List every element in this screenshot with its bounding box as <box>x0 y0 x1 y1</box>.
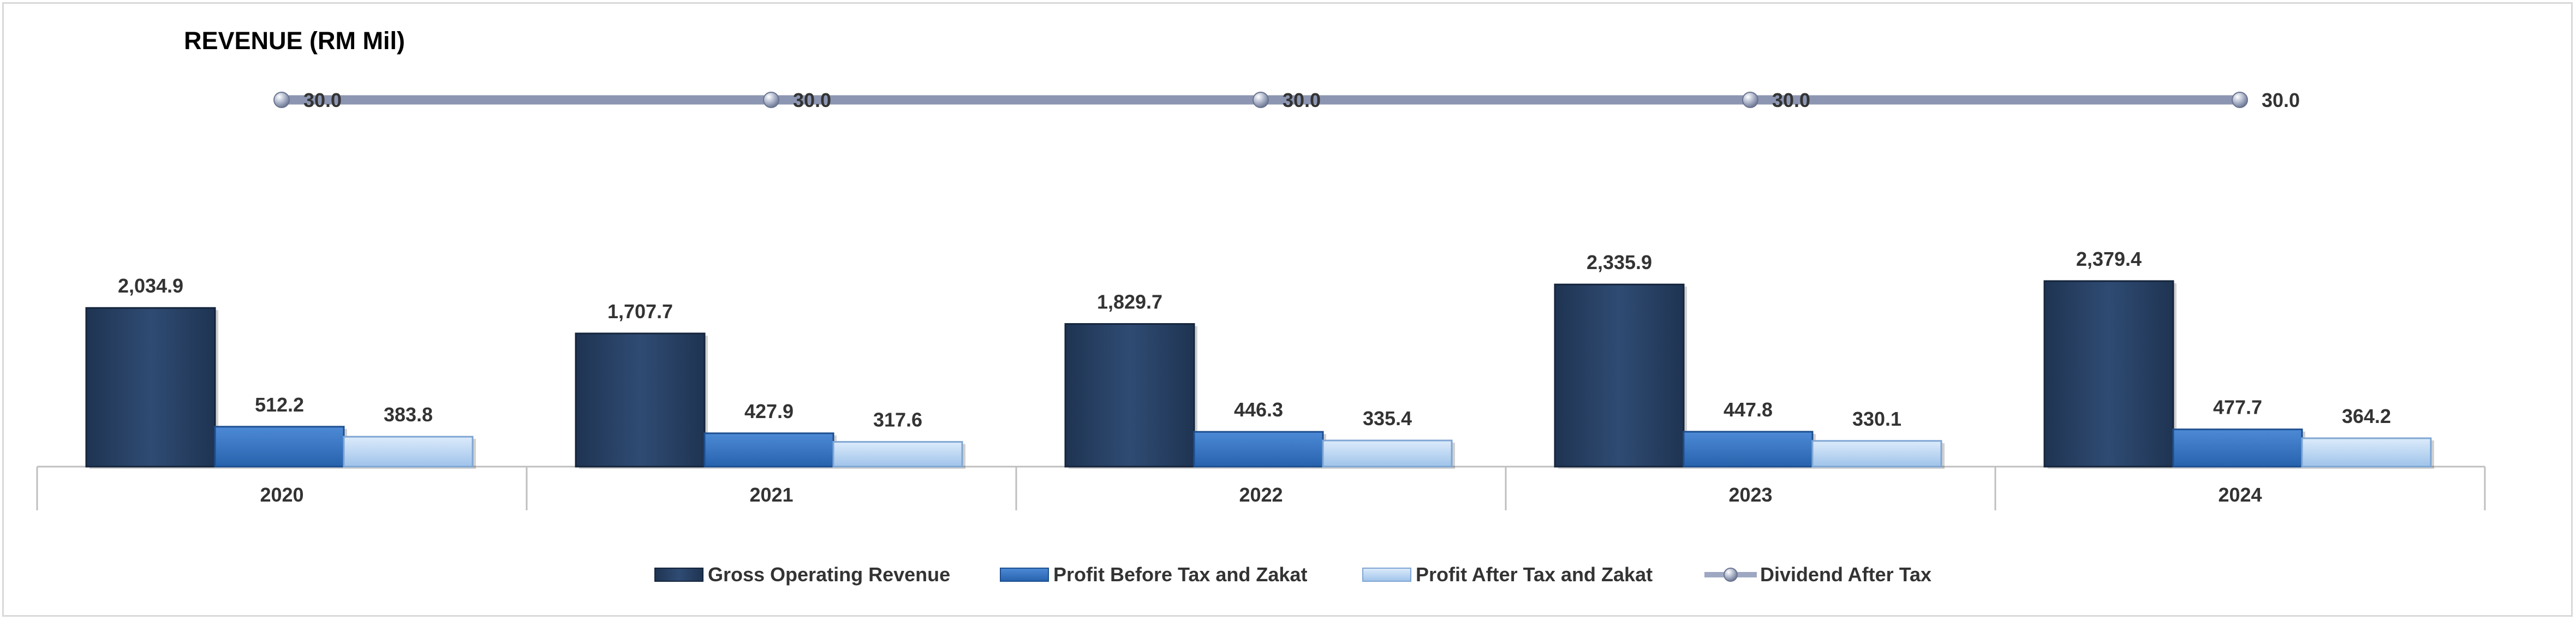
data-label-profit-before-tax-and-zakat: 447.8 <box>1724 398 1773 421</box>
bar-profit-before-tax-and-zakat <box>1193 431 1324 468</box>
category-label: 2022 <box>1239 484 1283 506</box>
chart-title: REVENUE (RM Mil) <box>184 27 405 55</box>
data-label-profit-before-tax-and-zakat: 477.7 <box>2213 396 2262 419</box>
legend-item-gross-operating-revenue: Gross Operating Revenue <box>654 563 950 586</box>
dividend-point <box>2232 92 2248 108</box>
legend-label: Gross Operating Revenue <box>708 563 950 586</box>
legend-item-dividend-after-tax: Dividend After Tax <box>1704 563 1931 586</box>
bar-profit-after-tax-and-zakat <box>1322 439 1453 468</box>
data-label-profit-after-tax-and-zakat: 330.1 <box>1852 408 1901 430</box>
bar-profit-after-tax-and-zakat <box>2301 437 2432 468</box>
bar-profit-after-tax-and-zakat <box>832 441 963 468</box>
data-label-profit-after-tax-and-zakat: 364.2 <box>2342 405 2391 427</box>
dividend-point <box>273 92 290 108</box>
dividend-point <box>1742 92 1758 108</box>
data-label-gross-operating-revenue: 1,829.7 <box>1097 291 1162 313</box>
dividend-line-layer: 30.0 30.0 30.0 30.0 30.0 <box>273 89 2300 111</box>
legend-marker <box>1724 568 1738 582</box>
bar-profit-after-tax-and-zakat <box>1811 440 1942 468</box>
category-label: 2023 <box>1728 484 1772 506</box>
data-label-profit-before-tax-and-zakat: 512.2 <box>255 394 304 416</box>
data-label-profit-after-tax-and-zakat: 335.4 <box>1363 407 1412 430</box>
bar-profit-after-tax-and-zakat <box>343 436 474 468</box>
dividend-point <box>763 92 779 108</box>
legend-swatch <box>1362 568 1411 582</box>
legend-label: Profit Before Tax and Zakat <box>1053 563 1307 586</box>
data-label-profit-before-tax-and-zakat: 427.9 <box>744 400 794 422</box>
bar-profit-before-tax-and-zakat <box>2172 428 2303 468</box>
data-label-gross-operating-revenue: 2,335.9 <box>1587 251 1652 273</box>
data-label-gross-operating-revenue: 2,034.9 <box>118 275 183 297</box>
dividend-label: 30.0 <box>1283 89 1321 111</box>
data-label-gross-operating-revenue: 2,379.4 <box>2076 248 2142 270</box>
category-label: 2024 <box>2218 484 2262 506</box>
dividend-label: 30.0 <box>303 89 342 111</box>
dividend-label: 30.0 <box>2262 89 2300 111</box>
category-axis: 2020 2021 2022 2023 2024 <box>36 466 2486 510</box>
bar-gross-operating-revenue <box>85 307 216 468</box>
legend-swatch <box>1000 568 1049 582</box>
dividend-point <box>1253 92 1269 108</box>
data-label-profit-after-tax-and-zakat: 317.6 <box>873 409 922 431</box>
data-label-profit-before-tax-and-zakat: 446.3 <box>1234 398 1283 421</box>
category-label: 2020 <box>260 484 303 506</box>
revenue-chart: REVENUE (RM Mil) 2020 2021 2022 2023 2024 2,… <box>36 27 2486 586</box>
data-label-gross-operating-revenue: 1,707.7 <box>607 300 673 323</box>
bar-gross-operating-revenue <box>1554 283 1685 468</box>
chart-legend: Gross Operating Revenue Profit Before Tax… <box>654 563 1931 586</box>
legend-swatch <box>654 568 703 582</box>
bars-layer: 2,034.9 512.2 383.8 1,707.7 427.9 317.6 1,829.… <box>85 248 2434 469</box>
bar-profit-before-tax-and-zakat <box>214 426 345 468</box>
legend-label: Profit After Tax and Zakat <box>1416 563 1653 586</box>
bar-gross-operating-revenue <box>1064 323 1195 468</box>
legend-label: Dividend After Tax <box>1760 563 1931 586</box>
category-label: 2021 <box>749 484 793 506</box>
bar-gross-operating-revenue <box>575 332 706 468</box>
legend-item-profit-after-tax-and-zakat: Profit After Tax and Zakat <box>1362 563 1653 586</box>
dividend-label: 30.0 <box>793 89 831 111</box>
bar-profit-before-tax-and-zakat <box>1683 431 1814 468</box>
bar-profit-before-tax-and-zakat <box>703 432 834 468</box>
dividend-label: 30.0 <box>1772 89 1810 111</box>
bar-gross-operating-revenue <box>2043 280 2174 468</box>
legend-item-profit-before-tax-and-zakat: Profit Before Tax and Zakat <box>1000 563 1307 586</box>
data-label-profit-after-tax-and-zakat: 383.8 <box>384 403 433 426</box>
